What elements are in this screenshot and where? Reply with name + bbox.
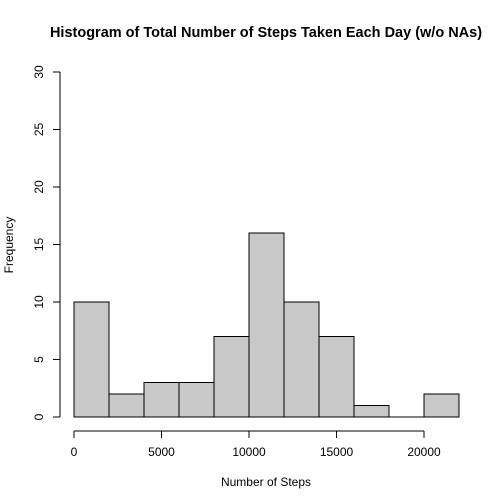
histogram-bar-3 (178, 382, 215, 418)
histogram-bar-10 (423, 393, 460, 418)
y-axis-label: Frequency (2, 217, 16, 274)
chart-title: Histogram of Total Number of Steps Taken… (50, 25, 482, 41)
histogram-bar-4 (213, 336, 250, 418)
histogram-bar-6 (283, 301, 320, 418)
y-tick-label-4: 20 (32, 180, 46, 194)
histogram-bar-0 (73, 301, 110, 418)
histogram-bar-8 (353, 405, 390, 418)
bars-group (73, 232, 460, 418)
y-tick-label-0: 0 (32, 413, 46, 420)
x-tick-label-0: 0 (71, 445, 78, 459)
y-tick-label-1: 5 (32, 356, 46, 363)
histogram-bar-1 (108, 393, 145, 418)
histogram-bar-7 (318, 336, 355, 418)
y-tick-label-5: 25 (32, 123, 46, 137)
x-tick-label-3: 15000 (320, 445, 354, 459)
x-axis: 0 5000 10000 15000 20000 (71, 430, 441, 459)
x-tick-label-2: 10000 (232, 445, 266, 459)
histogram-bar-5 (248, 232, 285, 418)
y-tick-label-3: 15 (32, 238, 46, 252)
histogram-bar-2 (143, 382, 180, 418)
y-axis: 0 5 10 15 20 25 30 (32, 65, 61, 420)
x-axis-label: Number of Steps (221, 475, 311, 489)
y-tick-label-2: 10 (32, 295, 46, 309)
x-tick-label-4: 20000 (407, 445, 441, 459)
y-tick-label-6: 30 (32, 65, 46, 79)
x-tick-label-1: 5000 (148, 445, 175, 459)
